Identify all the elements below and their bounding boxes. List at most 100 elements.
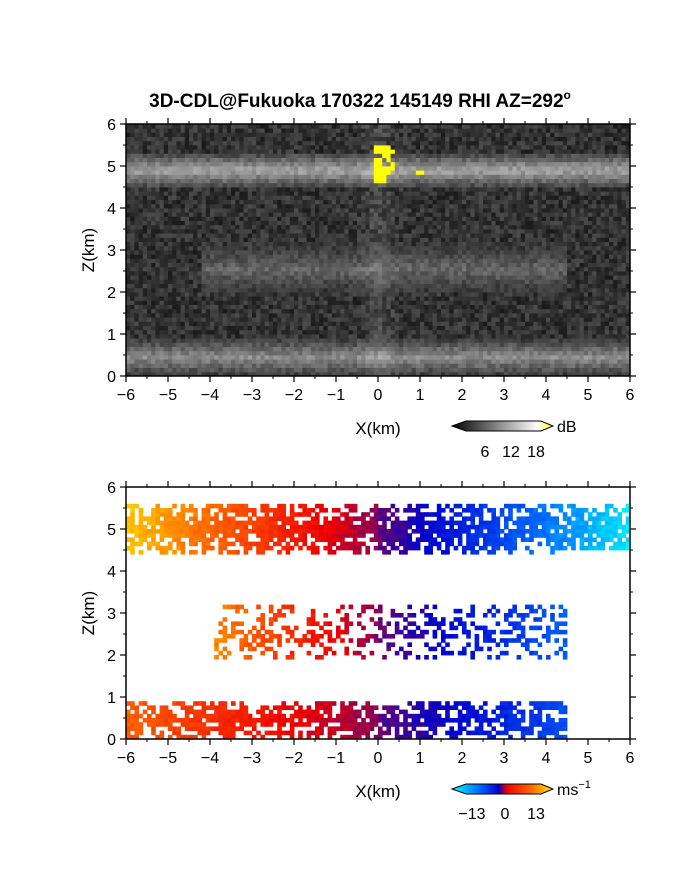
intensity-cell <box>252 212 257 217</box>
intensity-cell <box>336 271 341 276</box>
intensity-cell <box>239 300 244 305</box>
intensity-cell <box>285 187 291 192</box>
intensity-cell <box>306 212 312 217</box>
intensity-cell <box>252 355 257 360</box>
intensity-cell <box>210 258 215 263</box>
intensity-cell <box>331 208 337 213</box>
intensity-cell <box>264 195 270 200</box>
intensity-cell <box>163 308 169 314</box>
intensity-cell <box>382 182 387 188</box>
intensity-cell <box>235 157 240 163</box>
intensity-cell <box>193 371 198 377</box>
intensity-cell <box>142 199 148 205</box>
intensity-cell <box>163 296 169 301</box>
intensity-cell <box>298 266 303 272</box>
intensity-cell <box>298 296 303 301</box>
intensity-cell <box>445 199 450 205</box>
intensity-cell <box>449 271 454 276</box>
intensity-cell <box>403 208 408 213</box>
intensity-cell <box>462 262 467 268</box>
intensity-cell <box>378 203 383 209</box>
intensity-cell <box>210 266 215 272</box>
intensity-cell <box>462 136 467 142</box>
intensity-cell <box>281 313 286 318</box>
intensity-cell <box>163 245 169 251</box>
intensity-cell <box>462 279 467 284</box>
intensity-cell <box>449 220 454 226</box>
intensity-cell <box>357 166 362 171</box>
intensity-cell <box>357 250 362 255</box>
intensity-cell <box>327 250 333 255</box>
intensity-cell <box>138 149 144 154</box>
intensity-cell <box>436 266 442 272</box>
intensity-cell <box>411 132 417 137</box>
intensity-cell <box>256 371 261 377</box>
intensity-cell <box>163 258 169 263</box>
intensity-cell <box>403 182 408 188</box>
intensity-cell <box>252 245 257 251</box>
intensity-cell <box>382 317 387 322</box>
intensity-cell <box>210 212 215 217</box>
intensity-cell <box>180 145 186 150</box>
intensity-cell <box>231 254 236 259</box>
intensity-cell <box>172 266 177 272</box>
intensity-cell <box>180 195 186 200</box>
intensity-cell <box>319 338 324 343</box>
intensity-cell <box>315 329 320 335</box>
intensity-cell <box>214 191 219 196</box>
intensity-cell <box>277 128 282 133</box>
intensity-cell <box>247 203 253 209</box>
intensity-cell <box>365 350 370 356</box>
intensity-cell <box>411 250 417 255</box>
intensity-cell <box>369 371 375 377</box>
intensity-cell <box>201 292 207 297</box>
intensity-cell <box>289 254 295 259</box>
intensity-cell <box>134 132 139 137</box>
intensity-cell <box>365 245 370 251</box>
intensity-cell <box>462 287 467 293</box>
intensity-cell <box>403 157 408 163</box>
intensity-cell <box>218 199 223 205</box>
intensity-cell <box>336 157 341 163</box>
intensity-cell <box>264 124 270 129</box>
intensity-cell <box>193 199 198 205</box>
intensity-cell <box>407 254 412 259</box>
intensity-cell <box>361 250 366 255</box>
intensity-cell <box>176 182 181 188</box>
intensity-cell <box>399 304 404 310</box>
intensity-cell <box>126 128 131 133</box>
intensity-cell <box>298 292 303 297</box>
intensity-cell <box>466 208 471 213</box>
intensity-cell <box>130 128 135 133</box>
intensity-cell <box>168 157 173 163</box>
intensity-cell <box>247 191 253 196</box>
intensity-cell <box>390 317 396 322</box>
intensity-cell <box>310 275 316 280</box>
intensity-cell <box>331 304 337 310</box>
intensity-cell <box>302 371 307 377</box>
intensity-cell <box>432 363 438 368</box>
intensity-cell <box>214 329 219 335</box>
intensity-cell <box>453 296 459 301</box>
intensity-cell <box>310 313 316 318</box>
intensity-cell <box>466 250 471 255</box>
intensity-cell <box>365 191 370 196</box>
intensity-cell <box>378 371 383 377</box>
intensity-cell <box>214 363 219 368</box>
intensity-cell <box>298 283 303 289</box>
intensity-cell <box>231 363 236 368</box>
intensity-cell <box>415 296 421 301</box>
intensity-cell <box>277 220 282 226</box>
intensity-cell <box>441 283 446 289</box>
intensity-cell <box>298 124 303 129</box>
intensity-cell <box>197 359 202 364</box>
intensity-cell <box>176 287 181 293</box>
intensity-cell <box>436 187 442 192</box>
intensity-cell <box>394 128 400 133</box>
intensity-cell <box>172 182 177 188</box>
intensity-cell <box>151 153 156 158</box>
intensity-cell <box>205 338 211 343</box>
intensity-cell <box>247 262 253 268</box>
intensity-cell <box>315 178 320 184</box>
intensity-cell <box>327 283 333 289</box>
